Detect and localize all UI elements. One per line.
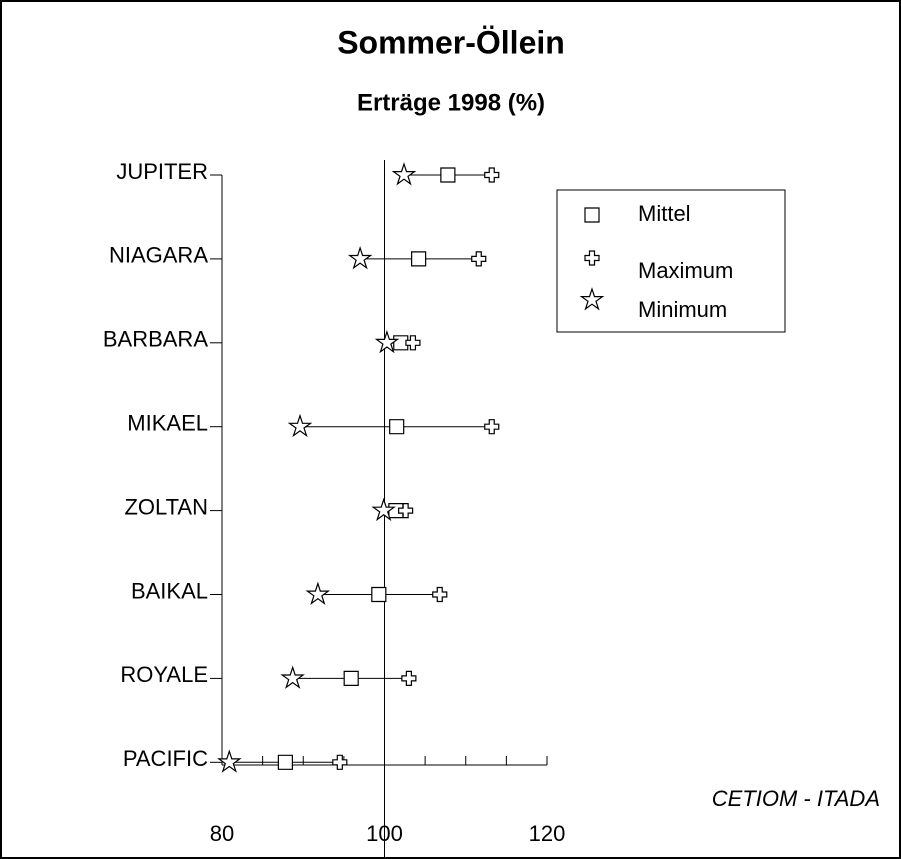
- marker-plus: [398, 503, 414, 519]
- x-tick-label: 120: [529, 821, 566, 846]
- y-tick-label: ZOLTAN: [124, 494, 208, 519]
- marker-star: [305, 581, 331, 605]
- marker-star: [217, 749, 242, 773]
- marker-plus: [405, 335, 421, 351]
- marker-plus: [401, 670, 417, 686]
- annotation: CETIOM - ITADA: [712, 786, 880, 811]
- legend-marker: [584, 250, 600, 266]
- chart-title: Sommer-Öllein: [337, 24, 565, 60]
- marker-plus: [484, 167, 500, 183]
- marker-square: [411, 251, 427, 267]
- legend-label: Minimum: [638, 297, 727, 322]
- marker-star: [280, 665, 305, 689]
- legend-marker: [584, 207, 600, 223]
- chart-subtitle: Erträge 1998 (%): [357, 89, 545, 116]
- y-tick-label: PACIFIC: [123, 746, 208, 771]
- x-tick-label: 80: [210, 821, 234, 846]
- y-tick-label: BAIKAL: [131, 578, 208, 603]
- y-tick-label: BARBARA: [103, 327, 208, 352]
- marker-star: [374, 329, 400, 354]
- legend-label: Mittel: [638, 201, 691, 226]
- marker-square: [371, 586, 387, 603]
- marker-square: [440, 167, 456, 183]
- legend-label: Maximum: [638, 258, 733, 283]
- marker-square: [277, 754, 293, 770]
- marker-plus: [484, 419, 500, 435]
- marker-plus: [332, 754, 348, 770]
- marker-star: [391, 162, 417, 186]
- y-tick-label: JUPITER: [116, 159, 208, 184]
- marker-star: [371, 497, 396, 522]
- y-tick-label: MIKAEL: [127, 411, 208, 436]
- marker-plus: [471, 251, 487, 267]
- marker-plus: [432, 586, 448, 603]
- y-tick-label: ROYALE: [120, 662, 208, 687]
- marker-star: [347, 245, 373, 270]
- legend-marker: [579, 287, 605, 311]
- marker-square: [343, 670, 359, 686]
- marker-star: [287, 413, 313, 438]
- y-tick-label: NIAGARA: [109, 243, 208, 268]
- marker-square: [389, 419, 405, 435]
